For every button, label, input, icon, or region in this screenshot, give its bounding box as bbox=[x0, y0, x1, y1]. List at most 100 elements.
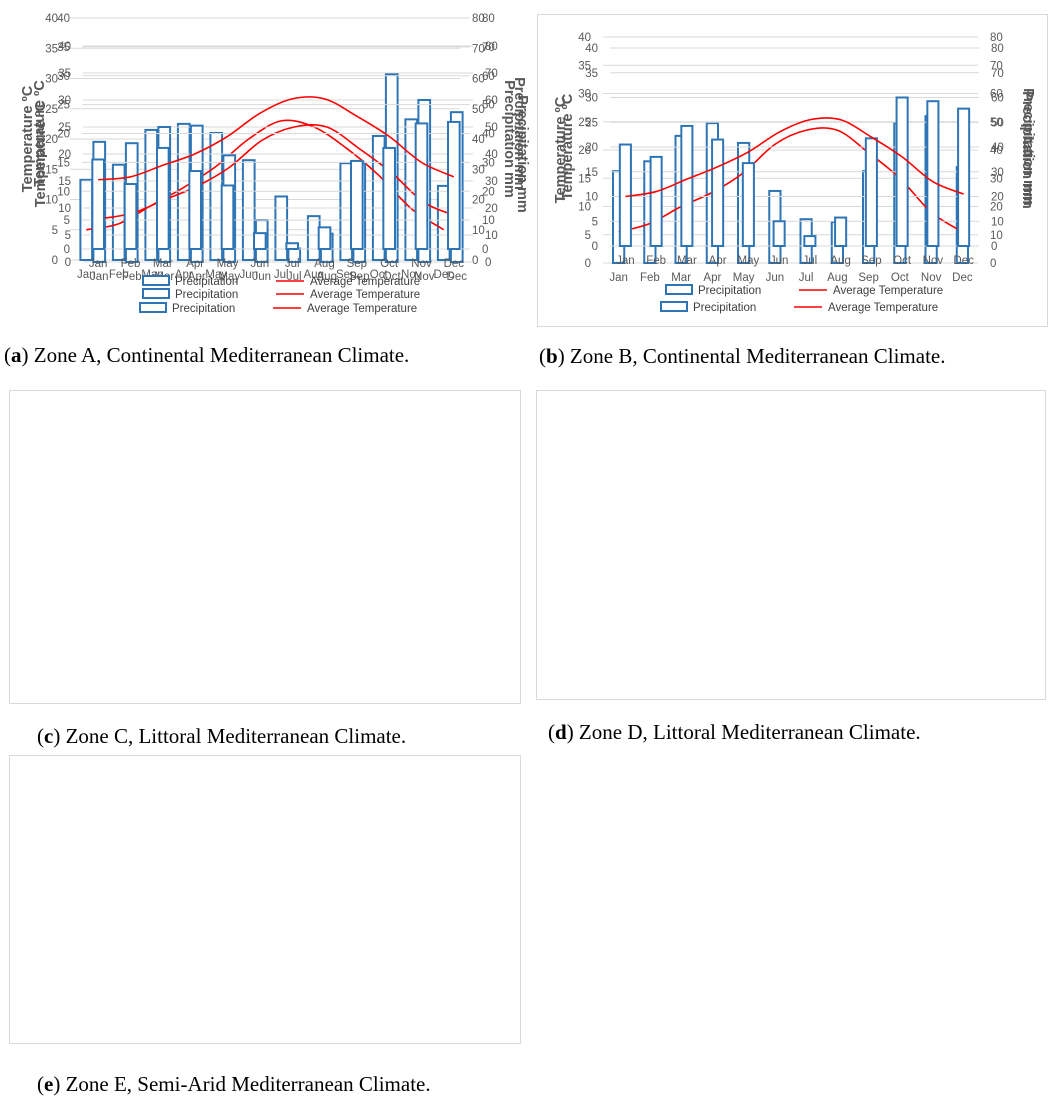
caption-letter-d: d bbox=[555, 720, 567, 744]
right-tick-label: 80 bbox=[482, 13, 495, 25]
right-tick-label: 10 bbox=[991, 216, 1004, 228]
left-tick-label: 20 bbox=[58, 149, 71, 161]
right-tick-label: 40 bbox=[991, 142, 1004, 154]
left-tick-label: 5 bbox=[65, 230, 71, 242]
legend-temperature-label: Average Temperature bbox=[828, 302, 938, 314]
right-tick-label: 70 bbox=[485, 68, 498, 80]
left-tick-label: 10 bbox=[45, 195, 58, 207]
precipitation-bar bbox=[91, 158, 105, 250]
precipitation-bar bbox=[156, 146, 170, 250]
legend-precipitation-label: Precipitation bbox=[175, 276, 238, 288]
precipitation-bar bbox=[274, 195, 289, 262]
right-tick-label: 40 bbox=[990, 145, 1003, 157]
left-tick-label: 0 bbox=[64, 244, 70, 256]
x-tick-label: Feb bbox=[646, 255, 666, 267]
legend-precipitation-swatch bbox=[142, 288, 170, 299]
legend-precipitation-label: Precipitation bbox=[693, 302, 756, 314]
caption-letter-c: c bbox=[44, 724, 54, 748]
left-axis-title: Temperature ºC bbox=[32, 80, 48, 187]
temperature-line bbox=[625, 117, 964, 198]
precipitation-bar bbox=[382, 146, 396, 250]
right-tick-label: 70 bbox=[472, 43, 485, 55]
x-tick-label: Sep bbox=[347, 258, 367, 270]
x-tick-label: Nov bbox=[923, 255, 944, 267]
chart-panel-a: 051015202530354001020304050607080JanFebM… bbox=[0, 0, 525, 370]
legend-temperature-label: Average Temperature bbox=[310, 276, 420, 288]
x-tick-label: Aug bbox=[827, 272, 847, 284]
precipitation-bar bbox=[772, 220, 786, 247]
right-tick-label: 80 bbox=[472, 13, 485, 25]
x-tick-label: Dec bbox=[447, 271, 468, 283]
precipitation-bar bbox=[241, 159, 256, 261]
legend-precipitation-label: Precipitation bbox=[698, 285, 761, 297]
x-tick-label: Apr bbox=[709, 255, 727, 267]
legend-precipitation-label: Precipitation bbox=[172, 303, 235, 315]
x-tick-label: Nov bbox=[921, 272, 942, 284]
right-tick-label: 60 bbox=[990, 89, 1003, 101]
precipitation-bar bbox=[188, 170, 202, 250]
right-tick-label: 80 bbox=[991, 43, 1004, 55]
left-axis-title: Temperature ºC bbox=[553, 96, 569, 203]
x-tick-label: May bbox=[217, 258, 239, 270]
precipitation-bar bbox=[926, 100, 940, 247]
right-tick-label: 60 bbox=[485, 95, 498, 107]
temperature-line bbox=[98, 96, 455, 181]
precipitation-bar bbox=[680, 124, 694, 247]
right-tick-label: 10 bbox=[482, 215, 495, 227]
precipitation-bar bbox=[285, 242, 299, 250]
chart-svg-c: 051015202530354001020304050607080JanFebM… bbox=[33, 41, 530, 301]
left-tick-label: 35 bbox=[585, 68, 598, 80]
caption-e: (e) Zone E, Semi-Arid Mediterranean Clim… bbox=[37, 1072, 431, 1096]
right-tick-label: 0 bbox=[485, 257, 491, 269]
caption-c: (c) Zone C, Littoral Mediterranean Clima… bbox=[37, 724, 407, 748]
precipitation-bar bbox=[895, 96, 909, 247]
right-axis-title: Precipitaion mm bbox=[511, 77, 527, 190]
right-tick-label: 40 bbox=[472, 134, 485, 146]
x-tick-label: Sep bbox=[349, 271, 369, 283]
precipitation-bar bbox=[350, 159, 364, 251]
x-tick-label: Feb bbox=[640, 272, 660, 284]
left-tick-label: 10 bbox=[578, 202, 591, 214]
legend-precipitation-label: Precipitation bbox=[175, 289, 238, 301]
precipitation-bar bbox=[317, 226, 332, 250]
left-tick-label: 20 bbox=[45, 134, 58, 146]
precipitation-bar bbox=[253, 232, 267, 251]
right-tick-label: 30 bbox=[485, 176, 498, 188]
legend-precipitation-swatch bbox=[660, 301, 688, 312]
left-axis-title: Temperature ºC bbox=[33, 100, 49, 207]
left-axis-title: Temperature ºC bbox=[20, 85, 36, 192]
right-tick-label: 50 bbox=[482, 100, 495, 112]
right-tick-label: 0 bbox=[990, 258, 996, 270]
x-tick-label: Mar bbox=[677, 255, 697, 267]
x-tick-label: Apr bbox=[175, 269, 193, 281]
caption-letter-b: b bbox=[546, 344, 558, 368]
caption-text-b: ) Zone B, Continental Mediterranean Clim… bbox=[557, 344, 946, 368]
precipitation-bar bbox=[220, 184, 235, 250]
left-tick-label: 0 bbox=[65, 257, 71, 269]
left-tick-label: 10 bbox=[585, 192, 598, 204]
right-tick-label: 0 bbox=[482, 244, 488, 256]
x-tick-label: Oct bbox=[893, 255, 912, 267]
legend-precipitation-swatch bbox=[139, 302, 167, 313]
x-tick-label: Oct bbox=[891, 272, 910, 284]
left-tick-label: 30 bbox=[578, 89, 591, 101]
right-tick-label: 70 bbox=[482, 42, 495, 54]
left-tick-label: 0 bbox=[592, 241, 598, 253]
x-tick-label: Jun bbox=[770, 255, 789, 267]
left-axis-title: Temperature ºC bbox=[560, 93, 576, 200]
caption-letter-a: a bbox=[11, 343, 22, 367]
x-tick-label: May bbox=[733, 272, 755, 284]
right-tick-label: 50 bbox=[991, 117, 1004, 129]
left-tick-label: 10 bbox=[57, 186, 70, 198]
left-tick-label: 35 bbox=[58, 68, 71, 80]
x-tick-label: Jul bbox=[799, 272, 814, 284]
precipitation-bar bbox=[414, 122, 429, 250]
left-tick-label: 0 bbox=[585, 258, 591, 270]
x-tick-label: Feb bbox=[121, 258, 141, 270]
chart-panel-d: 0 5 10 15 20 25 30 35 40 0 10 20 30 40 50 60 70 80 Jan Feb M… bbox=[536, 43, 1049, 760]
x-tick-label: Dec bbox=[953, 255, 974, 267]
left-tick-label: 15 bbox=[58, 176, 71, 188]
right-tick-label: 70 bbox=[991, 68, 1004, 80]
